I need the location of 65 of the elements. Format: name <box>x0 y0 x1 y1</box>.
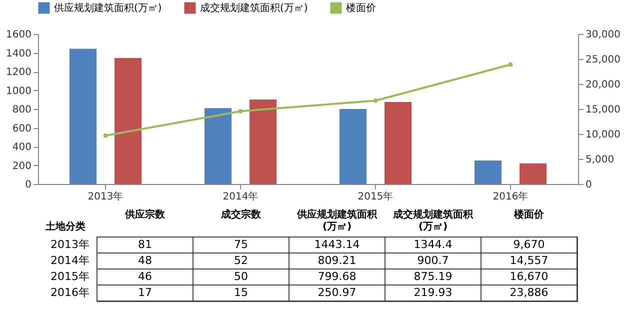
data-label: 16,670 <box>510 270 548 283</box>
data-label: 52 <box>234 254 248 267</box>
data-label: 46 <box>138 270 152 283</box>
bar <box>340 109 366 184</box>
data-label: 900.7 <box>417 254 449 267</box>
y-tick-label: 2014年 <box>50 254 90 267</box>
x-tick-label: 2015年 <box>358 190 394 202</box>
data-label: 48 <box>138 254 152 267</box>
y-axis-title: 土地分类 <box>44 220 86 232</box>
data-label: 1443.14 <box>314 238 360 251</box>
y2-tick-label: 10,000 <box>586 130 620 140</box>
x-tick-label: 2014年 <box>222 190 258 202</box>
y-tick-label: 1400 <box>6 48 32 60</box>
bar <box>520 163 546 184</box>
y2-tick-label: 5,000 <box>586 154 614 166</box>
data-label: 9,670 <box>513 238 545 251</box>
data-label: 1344.4 <box>414 238 452 251</box>
legend-label: 成交规划建筑面积(万㎡) <box>200 2 308 14</box>
data-label: 15 <box>234 286 248 299</box>
data-label: 23,886 <box>510 286 548 299</box>
y-tick-label: 1000 <box>6 86 32 97</box>
data-label: 81 <box>138 238 152 251</box>
data-label: 799.68 <box>318 270 356 283</box>
legend-label: 供应规划建筑面积(万㎡) <box>54 2 162 14</box>
bar <box>474 160 502 184</box>
y-tick-label: 2015年 <box>50 270 90 283</box>
x-tick-label: 2016年 <box>492 190 528 202</box>
y-tick-label: 800 <box>12 104 32 116</box>
legend-label: 楼面价 <box>346 2 376 14</box>
data-label: 50 <box>234 270 248 283</box>
data-label: 14,557 <box>510 254 548 267</box>
data-label: 219.93 <box>414 286 452 299</box>
y-tick-label: 600 <box>12 123 32 134</box>
point <box>238 108 243 114</box>
point <box>373 98 378 103</box>
bar <box>384 102 412 184</box>
point <box>508 62 513 67</box>
y2-tick-label: 15,000 <box>586 104 620 116</box>
y2-tick-label: 25,000 <box>586 54 620 66</box>
point <box>103 133 108 138</box>
y-tick-label: 2016年 <box>50 286 90 299</box>
data-label: 17 <box>138 286 152 299</box>
x-tick-label: 楼面价 <box>513 208 545 220</box>
x-tick-label: 供应规划建筑面积(万㎡) <box>296 208 378 232</box>
y-tick-label: 1200 <box>6 67 32 78</box>
y2-tick-label: 20,000 <box>586 80 620 90</box>
x-tick-label: 成交宗数 <box>220 208 262 220</box>
bar <box>204 108 232 184</box>
bar <box>250 100 276 184</box>
y-tick-label: 1600 <box>6 30 32 40</box>
y2-tick-label: 0 <box>586 180 592 190</box>
data-label: 809.21 <box>318 254 356 267</box>
y-tick-label: 200 <box>12 160 32 172</box>
x-tick-label: 2013年 <box>88 190 124 202</box>
y-tick-label: 2013年 <box>50 238 90 251</box>
x-tick-label: 供应宗数 <box>124 208 166 220</box>
bar <box>70 48 96 184</box>
data-label: 250.97 <box>318 286 356 299</box>
y2-tick-label: 30,000 <box>586 30 620 40</box>
y-tick-label: 400 <box>12 142 32 153</box>
data-label: 75 <box>234 238 248 251</box>
data-label: 875.19 <box>414 270 452 283</box>
x-tick-label: 成交规划建筑面积(万㎡) <box>392 208 474 232</box>
bar <box>114 58 142 184</box>
y-tick-label: 0 <box>25 180 32 190</box>
